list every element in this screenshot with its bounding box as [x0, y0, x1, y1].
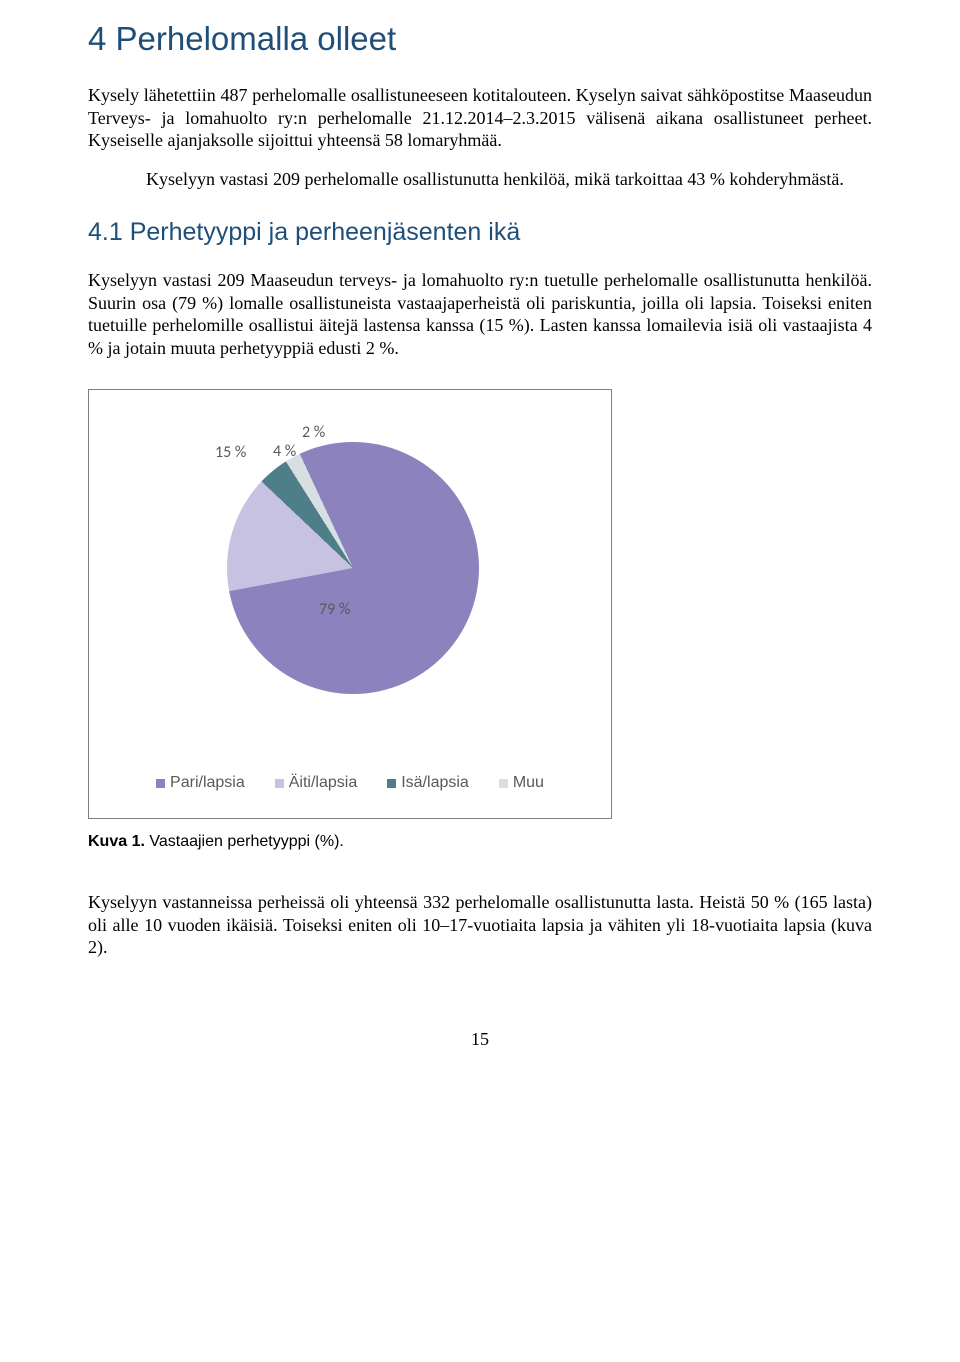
paragraph-intro-cont: Kyselyyn vastasi 209 perhelomalle osalli… [88, 168, 872, 191]
pie-slice-label: 15 % [215, 443, 246, 462]
section-heading: 4 Perhelomalla olleet [88, 20, 872, 58]
legend-label: Pari/lapsia [170, 774, 245, 792]
pie-chart [227, 442, 479, 694]
legend-swatch [387, 779, 396, 788]
paragraph-after-chart: Kyselyyn vastanneissa perheissä oli yhte… [88, 891, 872, 959]
paragraph-intro: Kysely lähetettiin 487 perhelomalle osal… [88, 84, 872, 152]
legend-swatch [499, 779, 508, 788]
pie-slice-label: 4 % [273, 442, 296, 461]
chart-legend: Pari/lapsia Äiti/lapsia Isä/lapsia Muu [89, 774, 611, 792]
legend-label: Muu [513, 774, 544, 792]
pie-slice-label: 2 % [302, 423, 325, 442]
legend-item: Pari/lapsia [156, 774, 245, 792]
paragraph-body: Kyselyyn vastasi 209 Maaseudun terveys- … [88, 269, 872, 359]
pie-chart-frame: 2 % 4 % 15 % 79 % Pari/lapsia Äiti/lapsia Isä… [88, 389, 612, 819]
pie-slice-label: 79 % [319, 600, 350, 619]
legend-label: Äiti/lapsia [289, 774, 357, 792]
legend-item: Muu [499, 774, 544, 792]
legend-label: Isä/lapsia [401, 774, 469, 792]
pie-graphic [227, 442, 479, 694]
chart-caption: Kuva 1. Vastaajien perhetyyppi (%). [88, 833, 872, 851]
subsection-heading: 4.1 Perhetyyppi ja perheenjäsenten ikä [88, 218, 872, 247]
legend-swatch [156, 779, 165, 788]
legend-item: Isä/lapsia [387, 774, 469, 792]
caption-text: Vastaajien perhetyyppi (%). [145, 833, 344, 850]
legend-swatch [275, 779, 284, 788]
page-number: 15 [88, 1029, 872, 1050]
legend-item: Äiti/lapsia [275, 774, 357, 792]
caption-figure-num: Kuva 1. [88, 833, 145, 850]
